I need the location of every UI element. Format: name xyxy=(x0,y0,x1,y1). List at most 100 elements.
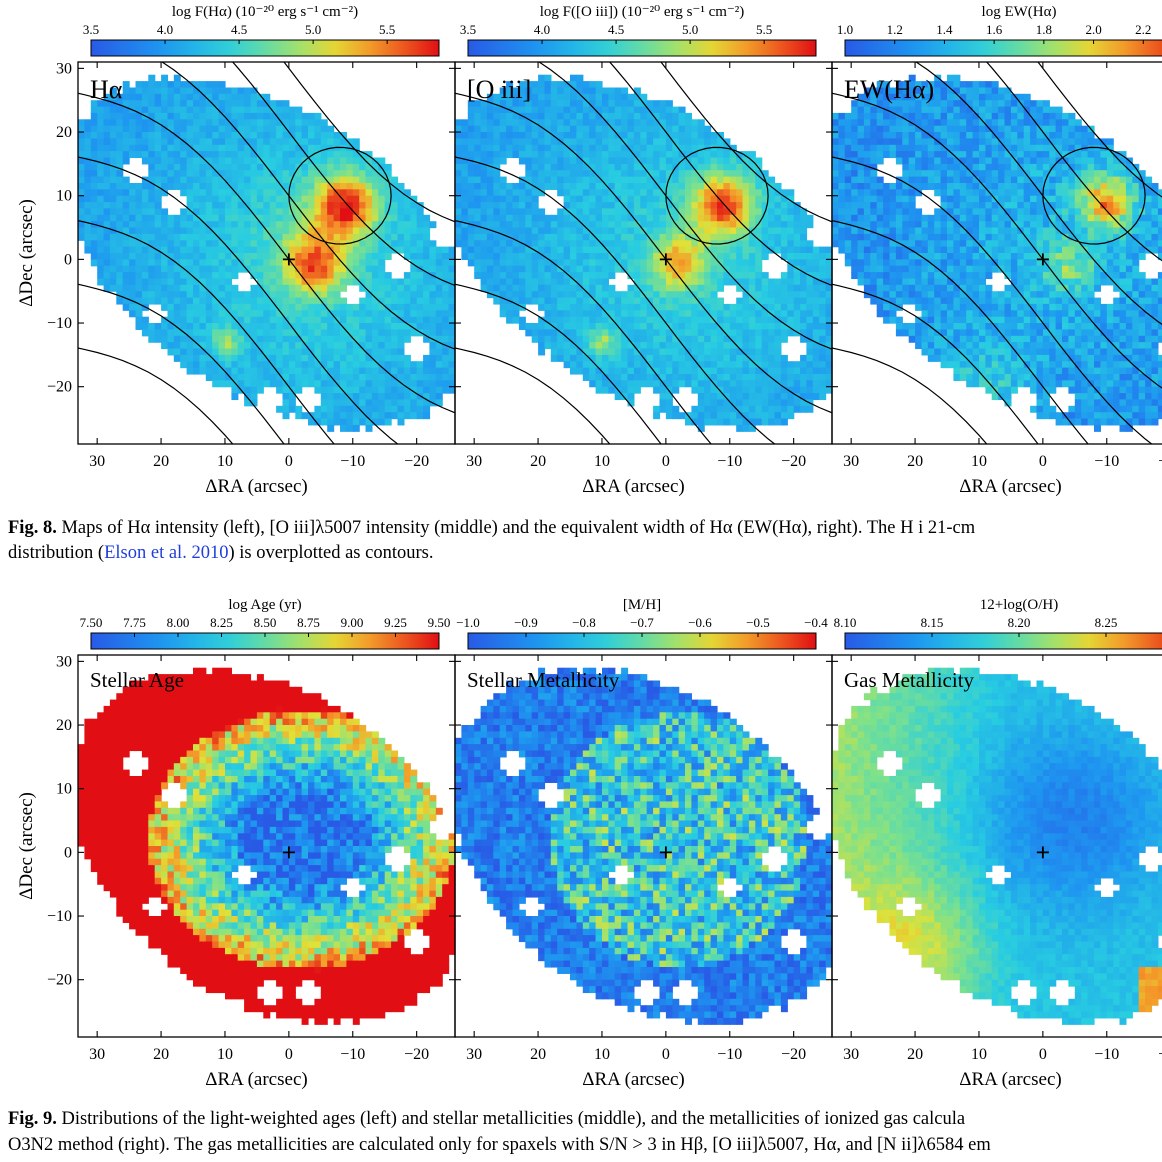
heatmap-cell xyxy=(691,157,699,165)
heatmap-cell xyxy=(480,189,488,197)
heatmap-cell xyxy=(672,323,680,330)
heatmap-cell xyxy=(486,151,494,159)
heatmap-cell xyxy=(148,125,156,133)
heatmap-cell xyxy=(231,361,239,369)
heatmap-cell xyxy=(391,354,399,362)
heatmap-cell xyxy=(506,278,514,286)
heatmap-cell xyxy=(614,227,622,235)
heatmap-cell xyxy=(237,106,245,114)
heatmap-cell xyxy=(729,227,737,235)
heatmap-cell xyxy=(308,418,315,426)
heatmap-cell xyxy=(416,227,424,235)
heatmap-cell xyxy=(486,138,494,146)
heatmap-cell xyxy=(717,189,724,197)
heatmap-cell xyxy=(180,106,188,114)
heatmap-cell xyxy=(276,176,284,184)
heatmap-cell xyxy=(800,316,808,324)
heatmap-cell xyxy=(774,297,782,305)
heatmap-cell xyxy=(780,246,788,254)
heatmap-cell xyxy=(365,335,373,343)
heatmap-cell xyxy=(870,297,878,305)
heatmap-cell xyxy=(685,144,692,152)
heatmap-cell xyxy=(704,183,712,190)
contour-line xyxy=(78,156,399,444)
heatmap-cell xyxy=(742,195,750,203)
heatmap-cell xyxy=(173,112,181,120)
heatmap-cell xyxy=(761,303,769,311)
heatmap-cell xyxy=(218,272,226,280)
heatmap-cell xyxy=(819,259,827,267)
heatmap-cell xyxy=(665,176,673,184)
heatmap-cell xyxy=(397,227,405,235)
heatmap-cell xyxy=(570,74,577,82)
heatmap-cell xyxy=(729,246,737,254)
heatmap-cell xyxy=(697,265,705,273)
heatmap-cell xyxy=(570,132,577,139)
heatmap-cell xyxy=(665,316,673,324)
heatmap-cell xyxy=(384,380,392,388)
heatmap-cell xyxy=(538,240,546,248)
heatmap-cell xyxy=(199,227,207,235)
heatmap-cell xyxy=(263,278,271,286)
heatmap-cell xyxy=(653,354,661,362)
heatmap-cell xyxy=(263,265,271,273)
heatmap-cell xyxy=(761,214,769,222)
heatmap-cell xyxy=(282,278,290,286)
heatmap-cell xyxy=(646,240,654,248)
heatmap-cell xyxy=(755,221,763,229)
heatmap-cell xyxy=(480,151,488,159)
heatmap-cell xyxy=(378,386,386,394)
heatmap-cell xyxy=(512,125,520,133)
heatmap-cell xyxy=(340,284,347,292)
heatmap-cell xyxy=(173,183,181,190)
x-axis-label: ΔRA (arcsec) xyxy=(205,476,307,497)
heatmap-cell xyxy=(812,393,820,401)
heatmap-cell xyxy=(710,221,718,229)
heatmap-cell xyxy=(186,227,194,235)
heatmap-cell xyxy=(876,208,884,216)
heatmap-cell xyxy=(627,386,635,394)
heatmap-cell xyxy=(723,380,731,388)
heatmap-cell xyxy=(288,227,296,235)
heatmap-cell xyxy=(704,125,712,133)
heatmap-cell xyxy=(314,112,322,120)
heatmap-cell xyxy=(838,183,846,190)
heatmap-cell xyxy=(199,202,207,210)
heatmap-cell xyxy=(256,367,264,375)
heatmap-cell xyxy=(876,297,884,305)
heatmap-cell xyxy=(608,163,616,171)
heatmap-cell xyxy=(761,374,769,381)
heatmap-cell xyxy=(793,405,801,413)
heatmap-cell xyxy=(397,418,405,426)
heatmap-cell xyxy=(550,151,558,159)
heatmap-cell xyxy=(333,291,341,299)
heatmap-cell xyxy=(755,342,763,350)
heatmap-cell xyxy=(359,214,367,222)
heatmap-cell xyxy=(512,278,520,286)
heatmap-cell xyxy=(742,170,750,178)
heatmap-cell xyxy=(467,132,475,139)
heatmap-cell xyxy=(205,227,213,235)
heatmap-cell xyxy=(403,367,411,375)
heatmap-cell xyxy=(167,310,175,318)
heatmap-cell xyxy=(538,112,546,120)
heatmap-cell xyxy=(384,393,392,401)
heatmap-cell xyxy=(308,112,315,120)
heatmap-cell xyxy=(193,163,200,171)
heatmap-cell xyxy=(352,303,360,311)
heatmap-cell xyxy=(205,361,213,369)
heatmap-cell xyxy=(340,202,347,210)
heatmap-cell xyxy=(723,202,731,210)
heatmap-cell xyxy=(212,278,220,286)
heatmap-cell xyxy=(793,329,801,337)
heatmap-cell xyxy=(193,100,200,108)
heatmap-cell xyxy=(748,189,756,197)
heatmap-cell xyxy=(244,119,252,127)
heatmap-cell xyxy=(544,329,552,337)
heatmap-cell xyxy=(736,412,744,420)
heatmap-cell xyxy=(646,380,654,388)
heatmap-cell xyxy=(653,202,661,210)
heatmap-cell xyxy=(672,157,680,165)
heatmap-cell xyxy=(378,399,386,407)
y-tick-label: 0 xyxy=(64,251,72,268)
